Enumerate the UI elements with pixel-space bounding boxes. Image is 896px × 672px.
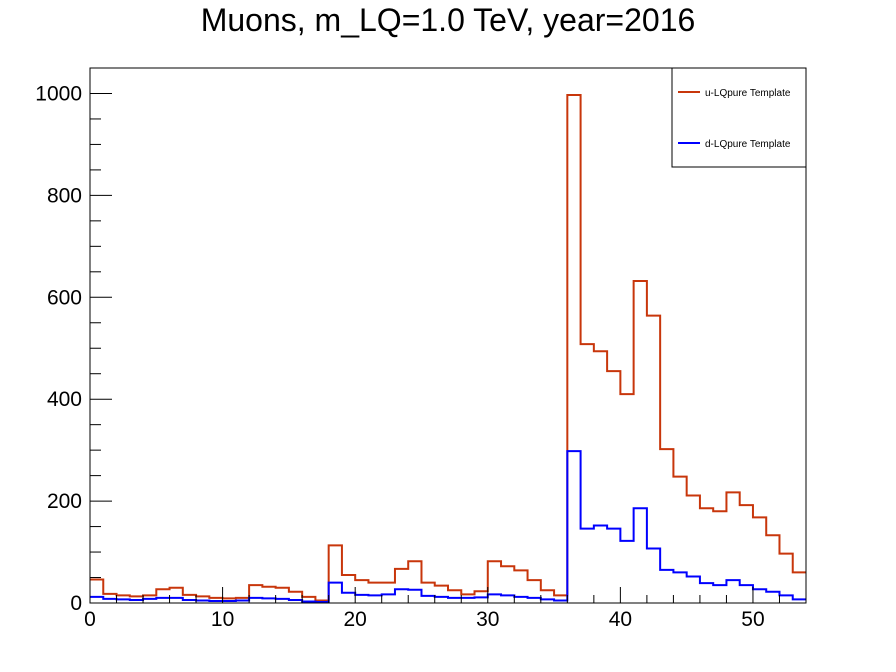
x-tick-label: 40 (609, 608, 632, 631)
legend-box (671, 67, 807, 168)
x-tick-label: 30 (476, 608, 499, 631)
legend: u-LQpure Template d-LQpure Template (671, 67, 807, 168)
chart-title: Muons, m_LQ=1.0 TeV, year=2016 (200, 2, 696, 38)
y-tick-label: 800 (47, 184, 82, 207)
legend-label: d-LQpure Template (705, 139, 791, 150)
series-line-1 (90, 94, 806, 602)
x-tick-label: 10 (211, 608, 234, 631)
x-tick-label: 0 (84, 608, 96, 631)
y-tick-label: 1000 (35, 82, 82, 105)
y-tick-label: 0 (70, 592, 82, 615)
axes-layer: 0 200 400 600 800 1000 0 10 20 30 40 50 (35, 67, 807, 631)
y-tick-label: 600 (47, 286, 82, 309)
y-tick-label: 200 (47, 490, 82, 513)
plot-frame (89, 67, 807, 604)
x-tick-label: 50 (741, 608, 764, 631)
x-tick-label: 20 (344, 608, 367, 631)
series-line-2 (90, 450, 806, 603)
series-layer (90, 94, 806, 603)
legend-label: u-LQpure Template (705, 88, 791, 99)
y-tick-label: 400 (47, 388, 82, 411)
